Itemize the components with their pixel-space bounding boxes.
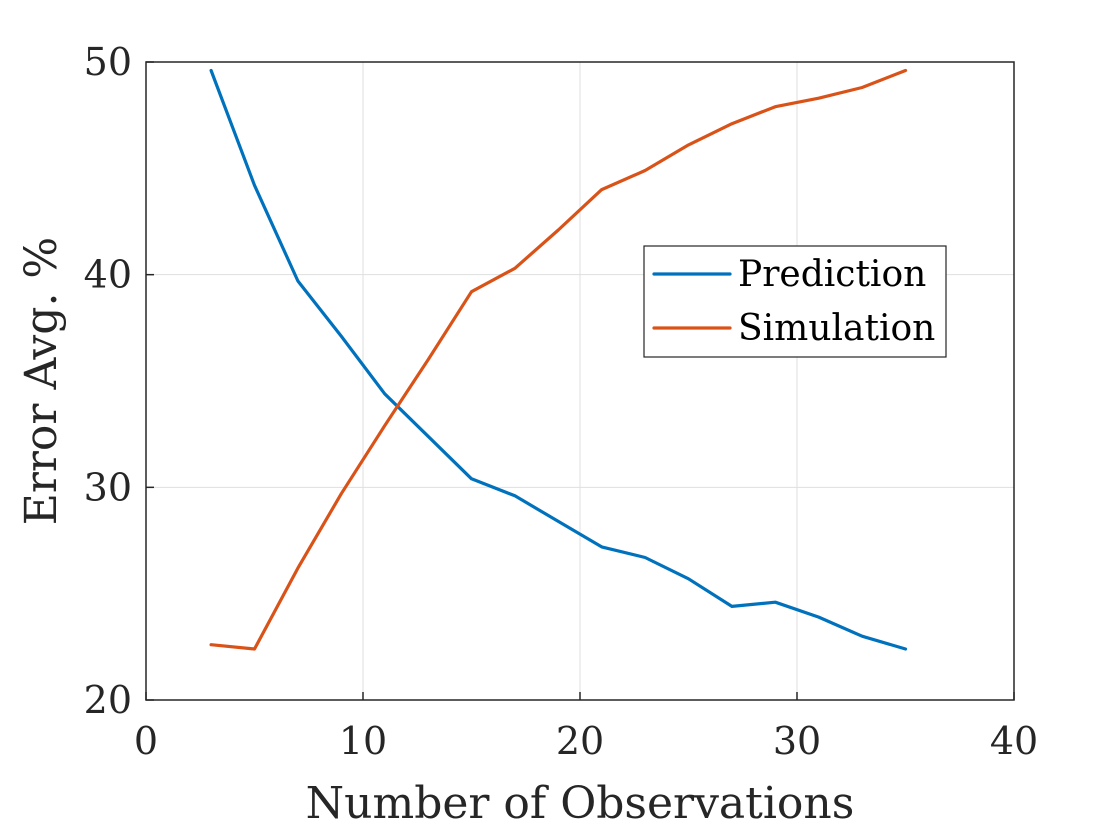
x-tick-label: 40 (990, 719, 1038, 763)
legend-label-prediction: Prediction (738, 254, 926, 295)
y-tick-label: 50 (84, 40, 132, 84)
y-ticks: 20 30 40 50 (84, 40, 154, 722)
series-line-prediction (209, 68, 908, 651)
legend: Prediction Simulation (643, 245, 947, 358)
y-tick-label: 30 (84, 465, 132, 509)
series-line-simulation (209, 68, 908, 651)
y-tick-label: 40 (84, 253, 132, 297)
y-tick-label: 20 (84, 678, 132, 722)
x-tick-label: 20 (556, 719, 604, 763)
grid (146, 62, 1014, 700)
x-tick-label: 30 (773, 719, 821, 763)
y-axis-label: Error Avg. % (16, 237, 67, 526)
x-ticks: 0 10 20 30 40 (134, 692, 1038, 763)
x-axis-label: Number of Observations (306, 778, 855, 829)
legend-entries: Prediction Simulation (652, 254, 935, 349)
legend-label-simulation: Simulation (738, 308, 935, 349)
series (209, 68, 908, 651)
legend-box (643, 245, 947, 358)
x-tick-label: 10 (339, 719, 387, 763)
x-tick-label: 0 (134, 719, 158, 763)
